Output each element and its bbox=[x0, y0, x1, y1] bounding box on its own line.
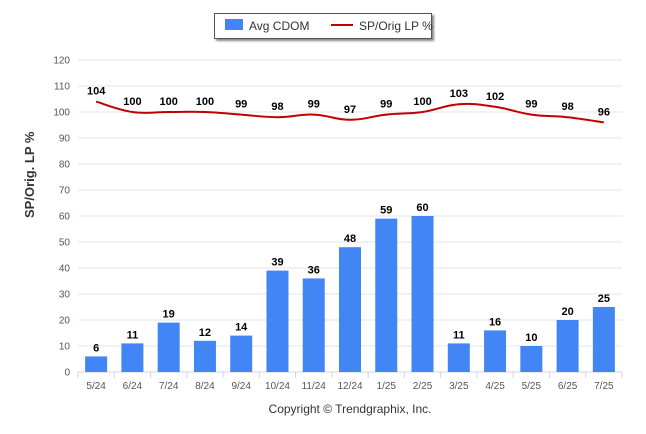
y-tick-label: 0 bbox=[64, 368, 70, 379]
y-tick-label: 100 bbox=[53, 108, 70, 119]
x-tick-label: 3/25 bbox=[449, 381, 469, 392]
bar bbox=[592, 307, 615, 372]
line-data-label: 100 bbox=[159, 96, 177, 108]
line-data-label: 99 bbox=[525, 99, 537, 111]
line-data-label: 96 bbox=[598, 106, 610, 118]
bar-data-label: 48 bbox=[344, 233, 356, 245]
y-tick-label: 70 bbox=[59, 186, 71, 197]
bar bbox=[157, 322, 180, 372]
y-tick-label: 120 bbox=[53, 56, 70, 67]
y-tick-label: 10 bbox=[59, 342, 71, 353]
bar bbox=[121, 343, 144, 372]
bar bbox=[302, 278, 325, 372]
x-tick-label: 10/24 bbox=[265, 381, 290, 392]
bar bbox=[556, 320, 579, 372]
x-tick-label: 1/25 bbox=[377, 381, 397, 392]
line-data-label: 99 bbox=[308, 99, 320, 111]
copyright-text: Copyright © Trendgraphix, Inc. bbox=[268, 402, 432, 416]
x-tick-label: 5/24 bbox=[86, 381, 106, 392]
line-data-label: 99 bbox=[380, 99, 392, 111]
y-tick-label: 80 bbox=[59, 160, 71, 171]
bar bbox=[375, 218, 398, 372]
bar bbox=[266, 270, 289, 372]
line-data-label: 102 bbox=[486, 91, 504, 103]
y-tick-label: 40 bbox=[59, 264, 71, 275]
bar-data-label: 59 bbox=[380, 205, 392, 217]
y-tick-label: 50 bbox=[59, 238, 71, 249]
bar-data-label: 16 bbox=[489, 316, 501, 328]
bar-data-label: 36 bbox=[308, 264, 320, 276]
bar-data-label: 11 bbox=[453, 329, 465, 341]
legend: Avg CDOM SP/Orig LP % bbox=[214, 13, 433, 39]
bar bbox=[411, 216, 434, 372]
x-tick-label: 6/25 bbox=[558, 381, 578, 392]
bar-data-label: 12 bbox=[199, 327, 211, 339]
legend-swatch-sp-orig-lp bbox=[331, 24, 353, 26]
legend-label-avg-cdom: Avg CDOM bbox=[249, 19, 310, 33]
line-series bbox=[95, 100, 605, 124]
bar-data-label: 6 bbox=[93, 342, 99, 354]
line-data-label: 103 bbox=[450, 88, 468, 100]
bar-data-label: 14 bbox=[235, 322, 248, 334]
x-tick-label: 11/24 bbox=[302, 381, 327, 392]
y-tick-label: 90 bbox=[59, 134, 71, 145]
bar-data-label: 60 bbox=[416, 202, 428, 214]
line-data-label: 99 bbox=[235, 99, 247, 111]
line-data-label: 100 bbox=[123, 96, 141, 108]
x-tick-label: 9/24 bbox=[231, 381, 251, 392]
bar-data-label: 20 bbox=[561, 306, 573, 318]
bar-data-label: 10 bbox=[525, 332, 537, 344]
y-tick-label: 20 bbox=[59, 316, 71, 327]
line-data-label: 104 bbox=[87, 86, 106, 98]
bar-data-label: 11 bbox=[127, 329, 139, 341]
bar bbox=[230, 335, 253, 372]
line-data-label: 97 bbox=[344, 104, 356, 116]
y-tick-label: 30 bbox=[59, 290, 71, 301]
legend-label-sp-orig-lp: SP/Orig LP % bbox=[359, 19, 433, 33]
x-tick-label: 7/24 bbox=[159, 381, 179, 392]
line-data-label: 98 bbox=[271, 101, 283, 113]
y-tick-label: 110 bbox=[54, 82, 70, 93]
bar bbox=[193, 340, 216, 372]
legend-swatch-avg-cdom bbox=[225, 19, 243, 30]
bar bbox=[85, 356, 108, 372]
bar-data-label: 19 bbox=[163, 309, 175, 321]
x-tick-label: 6/24 bbox=[123, 381, 143, 392]
x-tick-label: 2/25 bbox=[413, 381, 433, 392]
x-tick-label: 7/25 bbox=[594, 381, 614, 392]
bar-data-label: 25 bbox=[598, 293, 610, 305]
line-data-label: 100 bbox=[413, 96, 431, 108]
y-tick-label: 60 bbox=[59, 212, 71, 223]
bar bbox=[484, 330, 507, 372]
x-tick-label: 12/24 bbox=[337, 381, 362, 392]
bar bbox=[339, 247, 361, 372]
x-tick-label: 4/25 bbox=[485, 381, 505, 392]
bar bbox=[520, 346, 543, 372]
bar-data-label: 39 bbox=[271, 257, 283, 269]
x-tick-label: 8/24 bbox=[195, 381, 215, 392]
y-axis-label: SP/Orig. LP % bbox=[22, 131, 37, 218]
line-data-label: 98 bbox=[561, 101, 573, 113]
x-tick-label: 5/25 bbox=[522, 381, 542, 392]
line-data-label: 100 bbox=[196, 96, 214, 108]
bar bbox=[447, 343, 470, 372]
